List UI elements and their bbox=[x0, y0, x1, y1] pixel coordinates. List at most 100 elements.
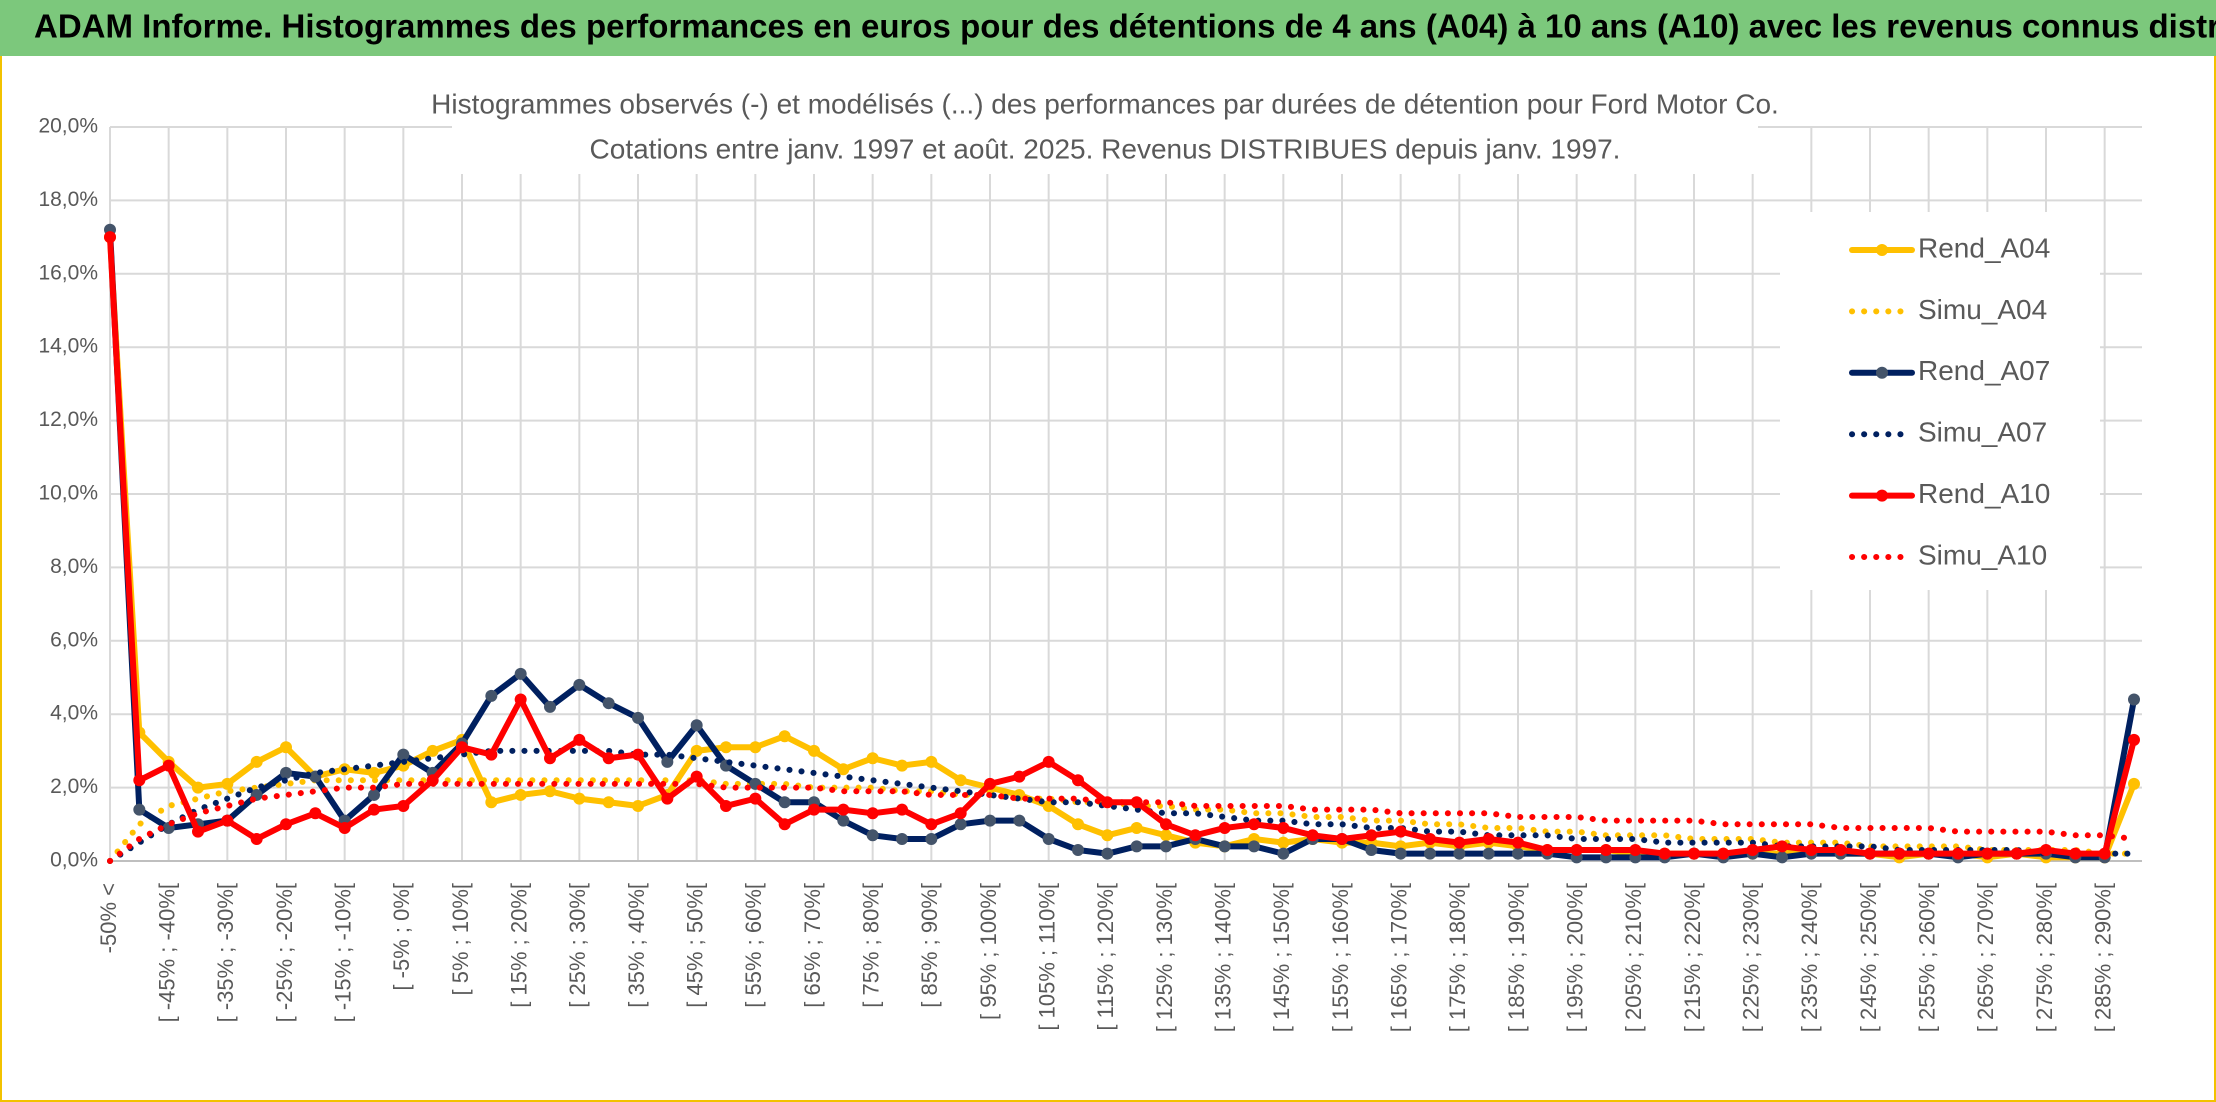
point bbox=[896, 759, 908, 772]
point bbox=[1776, 840, 1788, 853]
x-tick-label: [ 65% ; 70%[ bbox=[800, 883, 825, 1008]
x-tick-label: [ 125% ; 130%[ bbox=[1152, 883, 1177, 1032]
legend-label: Simu_A07 bbox=[1918, 417, 2047, 448]
point bbox=[162, 759, 175, 772]
point bbox=[1482, 832, 1495, 845]
point bbox=[984, 814, 996, 827]
point bbox=[544, 785, 556, 798]
y-tick-label: 20,0% bbox=[38, 115, 98, 138]
point bbox=[1834, 843, 1847, 856]
point bbox=[133, 774, 146, 787]
legend-marker bbox=[1876, 366, 1888, 379]
point bbox=[837, 763, 850, 776]
point bbox=[1248, 818, 1260, 831]
point bbox=[514, 667, 527, 680]
point bbox=[866, 829, 879, 842]
point bbox=[250, 832, 263, 845]
x-tick-label: [ 135% ; 140%[ bbox=[1210, 883, 1235, 1032]
point bbox=[2128, 777, 2140, 790]
observed-line bbox=[107, 234, 2137, 861]
point bbox=[544, 752, 556, 765]
page-title: ADAM Informe. Histogrammes des performan… bbox=[34, 8, 2216, 45]
point bbox=[192, 825, 204, 838]
point bbox=[925, 755, 938, 768]
point bbox=[690, 744, 703, 757]
x-tick-label: [ 85% ; 90%[ bbox=[917, 883, 942, 1008]
legend-label: Simu_A10 bbox=[1918, 539, 2047, 570]
point bbox=[1218, 821, 1231, 834]
x-tick-label: [ -45% ; -40%[ bbox=[154, 883, 179, 1022]
point bbox=[1424, 847, 1436, 860]
x-tick-label: [ 225% ; 230%[ bbox=[1738, 883, 1763, 1032]
x-tick-label: [ 165% ; 170%[ bbox=[1386, 883, 1411, 1032]
x-tick-label: [ 5% ; 10%[ bbox=[448, 883, 473, 996]
point bbox=[1776, 851, 1788, 864]
point bbox=[456, 741, 468, 754]
x-tick-label: [ 25% ; 30%[ bbox=[565, 883, 590, 1008]
point bbox=[2040, 843, 2052, 856]
x-tick-label: [ 255% ; 260%[ bbox=[1914, 883, 1939, 1032]
point bbox=[1160, 829, 1172, 842]
point bbox=[397, 799, 410, 812]
x-tick-label: [ 195% ; 200%[ bbox=[1562, 883, 1587, 1032]
point bbox=[749, 792, 762, 805]
point bbox=[1277, 847, 1290, 860]
y-tick-label: 16,0% bbox=[38, 261, 98, 284]
point bbox=[1306, 829, 1319, 842]
y-tick-label: 8,0% bbox=[50, 555, 98, 578]
x-tick-label: [ 45% ; 50%[ bbox=[682, 883, 707, 1008]
point bbox=[2128, 733, 2140, 746]
point bbox=[1541, 843, 1554, 856]
point bbox=[1130, 840, 1143, 853]
point bbox=[1512, 847, 1524, 860]
point bbox=[925, 818, 938, 831]
x-tick-label: [ 35% ; 40%[ bbox=[624, 883, 649, 1008]
point bbox=[1160, 840, 1172, 853]
point bbox=[1160, 818, 1172, 831]
x-tick-label: [ 235% ; 240%[ bbox=[1797, 883, 1822, 1032]
x-tick-label: [ 285% ; 290%[ bbox=[2090, 883, 2115, 1032]
x-tick-label: [ -35% ; -30%[ bbox=[213, 883, 238, 1022]
x-tick-label: [ 245% ; 250%[ bbox=[1856, 883, 1881, 1032]
point bbox=[837, 803, 850, 816]
point bbox=[1189, 829, 1202, 842]
chart-subtitle: Cotations entre janv. 1997 et août. 2025… bbox=[590, 133, 1621, 164]
point bbox=[514, 693, 527, 706]
point bbox=[1072, 843, 1084, 856]
point bbox=[368, 788, 380, 801]
point bbox=[778, 796, 791, 809]
point bbox=[1130, 821, 1143, 834]
x-tick-label: [ 55% ; 60%[ bbox=[741, 883, 766, 1008]
point bbox=[368, 766, 380, 779]
point bbox=[573, 733, 586, 746]
point bbox=[544, 700, 556, 713]
point bbox=[1394, 847, 1407, 860]
lines bbox=[104, 223, 2140, 864]
point bbox=[778, 818, 791, 831]
point bbox=[573, 678, 586, 691]
legend-label: Rend_A10 bbox=[1918, 478, 2050, 509]
x-tick-label: [ 265% ; 270%[ bbox=[1973, 883, 1998, 1032]
point bbox=[1893, 847, 1906, 860]
point bbox=[720, 741, 732, 754]
point bbox=[632, 799, 644, 812]
legend-label: Rend_A04 bbox=[1918, 232, 2050, 263]
point bbox=[280, 766, 292, 779]
legend-marker bbox=[1876, 244, 1888, 256]
point bbox=[661, 755, 674, 768]
grid: 0,0% 2,0% 4,0% 6,0% 8,0% 10,0% 12,0% 14,0% 16,0%… bbox=[38, 115, 2142, 1032]
point bbox=[602, 752, 615, 765]
point bbox=[1482, 847, 1495, 860]
point bbox=[1277, 836, 1290, 849]
point bbox=[984, 777, 996, 790]
point bbox=[485, 748, 498, 761]
point bbox=[485, 796, 498, 809]
point bbox=[1453, 847, 1466, 860]
point bbox=[1365, 829, 1378, 842]
point bbox=[1336, 832, 1348, 845]
x-tick-label: [ 115% ; 120%[ bbox=[1093, 883, 1118, 1031]
point bbox=[720, 799, 732, 812]
title-bar bbox=[0, 0, 2216, 56]
legend: Rend_A04 Simu_A04 Rend_A07 Simu_A07 Rend_A10… bbox=[1849, 232, 2050, 570]
